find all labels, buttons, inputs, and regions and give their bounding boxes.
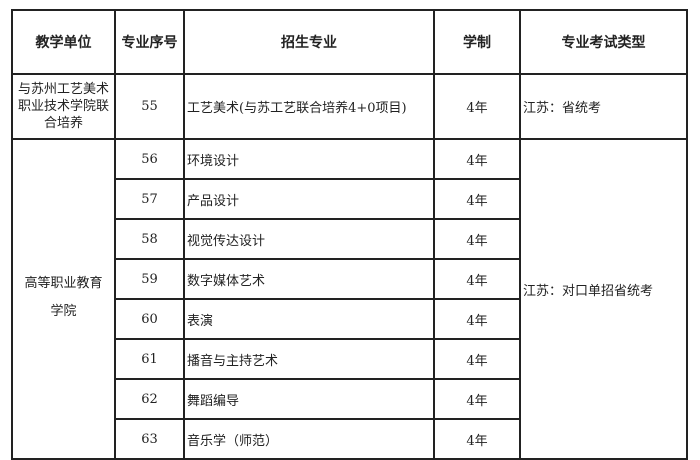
header-row: 教学单位 专业序号 招生专业 学制 专业考试类型 [11,9,688,75]
header-unit: 教学单位 [11,9,116,75]
table-row: 57 产品设计 4年 [12,178,687,220]
years-cell: 4年 [433,378,521,420]
table-row: 58 视觉传达设计 4年 [12,218,687,260]
number-cell: 61 [114,338,185,380]
unit-cell: 与苏州工艺美术职业技术学院联合培养 [11,73,116,140]
major-cell: 播音与主持艺术 [183,338,435,380]
number-cell: 59 [114,258,185,300]
number-cell: 62 [114,378,185,420]
major-cell: 产品设计 [183,178,435,220]
years-cell: 4年 [433,338,521,380]
major-cell: 音乐学（师范） [183,418,435,460]
major-cell: 表演 [183,298,435,340]
table-row: 61 播音与主持艺术 4年 [12,338,687,380]
major-cell: 视觉传达设计 [183,218,435,260]
table-row: 高等职业教育学院 56 环境设计 4年 江苏：对口单招省统考 [11,138,688,460]
years-cell: 4年 [433,418,521,460]
number-cell: 60 [114,298,185,340]
number-cell: 58 [114,218,185,260]
years-cell: 4年 [433,138,521,180]
exam-text: 江苏：对口单招省统考 [523,284,654,299]
major-cell: 数字媒体艺术 [183,258,435,300]
major-cell: 工艺美术(与苏工艺联合培养4+0项目) [183,73,435,140]
years-cell: 4年 [433,298,521,340]
table-row: 60 表演 4年 [12,298,687,340]
major-cell: 环境设计 [183,138,435,180]
header-years: 学制 [433,9,521,75]
exam-cell: 江苏：对口单招省统考 [519,138,688,460]
exam-cell: 江苏：省统考 [519,73,688,140]
number-cell: 63 [114,418,185,460]
table-row: 62 舞蹈编导 4年 [12,378,687,420]
major-cell: 舞蹈编导 [183,378,435,420]
header-major: 招生专业 [183,9,435,75]
unit-text: 高等职业教育学院 [24,276,103,319]
header-number: 专业序号 [114,9,185,75]
table-row: 59 数字媒体艺术 4年 [12,258,687,300]
table-row: 与苏州工艺美术职业技术学院联合培养 55 工艺美术(与苏工艺联合培养4+0项目)… [11,73,688,140]
years-cell: 4年 [433,258,521,300]
admissions-table: 教学单位 专业序号 招生专业 学制 专业考试类型 与苏州工艺美术职业技术学院联合… [11,9,688,460]
header-exam-type: 专业考试类型 [519,9,688,75]
number-cell: 56 [114,138,185,180]
years-cell: 4年 [433,73,521,140]
unit-cell: 高等职业教育学院 [11,138,116,460]
number-cell: 55 [114,73,185,140]
years-cell: 4年 [433,178,521,220]
years-cell: 4年 [433,218,521,260]
number-cell: 57 [114,178,185,220]
